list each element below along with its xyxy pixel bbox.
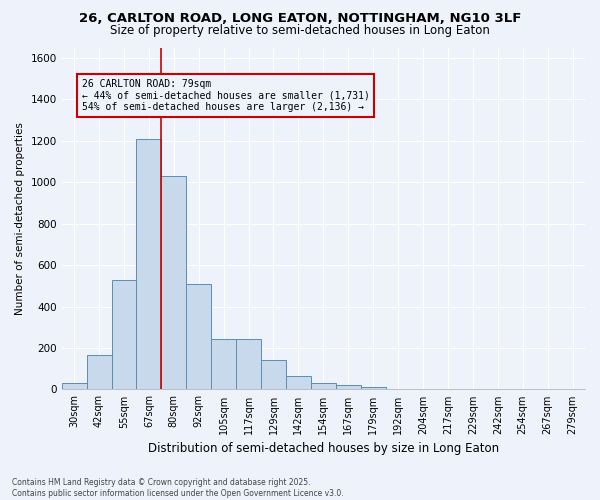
X-axis label: Distribution of semi-detached houses by size in Long Eaton: Distribution of semi-detached houses by … [148, 442, 499, 455]
Bar [62, 383, 86, 390]
Text: 26 CARLTON ROAD: 79sqm
← 44% of semi-detached houses are smaller (1,731)
54% of : 26 CARLTON ROAD: 79sqm ← 44% of semi-det… [82, 78, 370, 112]
Bar [136, 138, 161, 390]
Text: Size of property relative to semi-detached houses in Long Eaton: Size of property relative to semi-detach… [110, 24, 490, 37]
Bar [236, 338, 261, 390]
Bar [161, 176, 186, 390]
Bar [186, 284, 211, 390]
Text: Contains HM Land Registry data © Crown copyright and database right 2025.
Contai: Contains HM Land Registry data © Crown c… [12, 478, 344, 498]
Y-axis label: Number of semi-detached properties: Number of semi-detached properties [15, 122, 25, 315]
Bar [211, 338, 236, 390]
Bar [86, 355, 112, 390]
Bar [286, 376, 311, 390]
Bar [336, 386, 361, 390]
Bar [112, 280, 136, 390]
Bar [311, 383, 336, 390]
Bar [361, 388, 386, 390]
Text: 26, CARLTON ROAD, LONG EATON, NOTTINGHAM, NG10 3LF: 26, CARLTON ROAD, LONG EATON, NOTTINGHAM… [79, 12, 521, 26]
Bar [261, 360, 286, 390]
